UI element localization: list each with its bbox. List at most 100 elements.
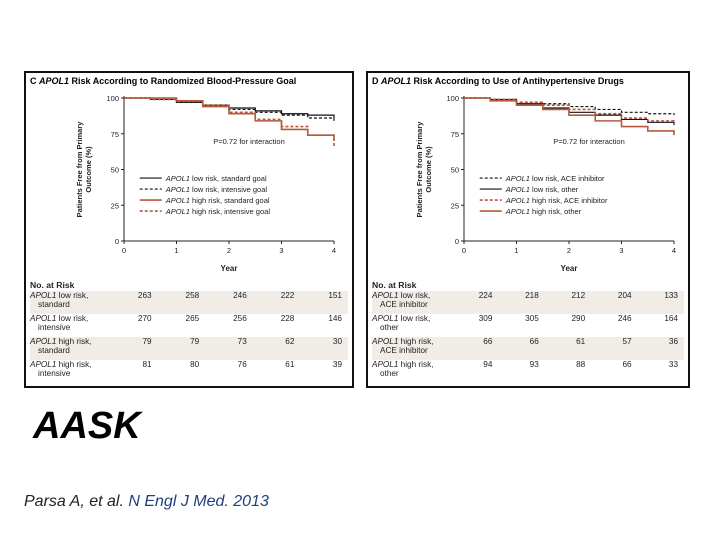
- at-risk-gene: APOL1: [30, 337, 57, 346]
- legend-gene: APOL1: [165, 174, 190, 183]
- panel-c-at-risk-table: No. at Risk APOL1 low risk, standard 263 25…: [30, 280, 348, 383]
- at-risk-row-label: APOL1 high risk, intensive: [30, 360, 110, 383]
- legend-gene: APOL1: [165, 185, 190, 194]
- x-tick-label: 4: [672, 246, 676, 255]
- at-risk-gene: APOL1: [372, 337, 399, 346]
- at-risk-count: 76: [237, 360, 247, 369]
- at-risk-heading: No. at Risk: [30, 280, 75, 290]
- at-risk-count: 66: [622, 360, 632, 369]
- x-tick-label: 1: [174, 246, 178, 255]
- x-tick-label: 3: [279, 246, 283, 255]
- at-risk-count: 270: [137, 314, 152, 323]
- y-axis-label: Patients Free from PrimaryOutcome (%): [415, 121, 433, 218]
- at-risk-gene: APOL1: [372, 360, 399, 369]
- at-risk-heading: No. at Risk: [372, 280, 417, 290]
- at-risk-gene: APOL1: [30, 360, 57, 369]
- y-tick-label: 50: [451, 166, 459, 175]
- y-tick-label: 75: [111, 130, 119, 139]
- citation-journal: N Engl J Med. 2013: [128, 493, 269, 510]
- at-risk-count: 61: [544, 337, 592, 360]
- y-tick-label: 25: [111, 201, 119, 210]
- at-risk-count: 79: [157, 337, 206, 360]
- panel-letter: C: [30, 76, 39, 86]
- at-risk-row-label: APOL1 high risk, other: [372, 360, 452, 383]
- at-risk-group: high risk,: [398, 337, 434, 346]
- title-gene: APOL1: [380, 76, 411, 86]
- at-risk-subgroup: intensive: [38, 369, 71, 378]
- panel-d-at-risk-table: No. at Risk APOL1 low risk, ACE inhibitor…: [372, 280, 684, 383]
- x-tick-label: 0: [462, 246, 466, 255]
- legend-text: high risk, intensive goal: [190, 207, 270, 216]
- at-risk-count: 88: [576, 360, 586, 369]
- at-risk-count: 151: [300, 291, 348, 314]
- at-risk-gene: APOL1: [372, 291, 399, 300]
- at-risk-count: 164: [664, 314, 678, 323]
- at-risk-count: 265: [185, 314, 200, 323]
- legend-label: APOL1 low risk, ACE inhibitor: [505, 174, 605, 183]
- legend-text: high risk, other: [530, 207, 582, 216]
- y-tick-label: 25: [451, 201, 459, 210]
- at-risk-subgroup: ACE inhibitor: [380, 300, 428, 309]
- legend-label: APOL1 high risk, ACE inhibitor: [505, 196, 608, 205]
- panel-d-plot: D APOL1 Risk According to Use of Antihyp…: [372, 76, 676, 273]
- at-risk-count: 66: [452, 337, 499, 360]
- y-axis-label-line2: Outcome (%): [424, 146, 433, 193]
- at-risk-count: 57: [591, 337, 638, 360]
- y-axis-label-line1: Patients Free from Primary: [415, 121, 424, 218]
- at-risk-subgroup: other: [380, 323, 399, 332]
- citation-authors: Parsa A, et al.: [24, 493, 129, 510]
- at-risk-row-label: APOL1 low risk, other: [372, 314, 452, 337]
- series-line-3: [124, 97, 335, 141]
- at-risk-count: 212: [544, 291, 592, 314]
- y-axis-label-line2: Outcome (%): [84, 146, 93, 193]
- at-risk-count: 73: [205, 337, 253, 360]
- at-risk-group: high risk,: [56, 360, 92, 369]
- at-risk-rows: APOL1 low risk, ACE inhibitor 224 218 212 204…: [372, 291, 684, 383]
- at-risk-count: 218: [498, 291, 545, 314]
- at-risk-row-label: APOL1 high risk, standard: [30, 337, 110, 360]
- at-risk-group: low risk,: [398, 314, 431, 323]
- y-tick-label: 100: [446, 94, 459, 103]
- at-risk-count: 246: [205, 291, 253, 314]
- at-risk-subgroup: standard: [38, 300, 70, 309]
- at-risk-count: 290: [571, 314, 586, 323]
- at-risk-subgroup: other: [380, 369, 399, 378]
- at-risk-subgroup: intensive: [38, 323, 71, 332]
- at-risk-count: 228: [280, 314, 295, 323]
- at-risk-row: APOL1 low risk, intensive 270 265 256 228 146: [30, 314, 348, 337]
- chart-title: D APOL1 Risk According to Use of Antihyp…: [372, 76, 624, 86]
- citation: Parsa A, et al. N Engl J Med. 2013: [24, 493, 269, 511]
- at-risk-gene: APOL1: [30, 314, 57, 323]
- at-risk-subgroup: standard: [38, 346, 70, 355]
- legend-gene: APOL1: [505, 185, 530, 194]
- at-risk-count: 309: [478, 314, 493, 323]
- x-tick-label: 2: [227, 246, 231, 255]
- legend-label: APOL1 low risk, intensive goal: [165, 185, 268, 194]
- legend-text: low risk, intensive goal: [190, 185, 267, 194]
- at-risk-count: 79: [110, 337, 158, 360]
- x-tick-label: 2: [567, 246, 571, 255]
- at-risk-count: 258: [157, 291, 206, 314]
- at-risk-row: APOL1 high risk, ACE inhibitor 66 66 61 57 36: [372, 337, 684, 360]
- legend-label: APOL1 high risk, standard goal: [165, 196, 270, 205]
- legend-gene: APOL1: [165, 207, 190, 216]
- y-tick-label: 0: [115, 237, 119, 246]
- at-risk-gene: APOL1: [372, 314, 399, 323]
- at-risk-count: 246: [617, 314, 632, 323]
- at-risk-row-label: APOL1 high risk, ACE inhibitor: [372, 337, 452, 360]
- title-text: Risk According to Randomized Blood-Press…: [69, 76, 296, 86]
- y-tick-label: 100: [106, 94, 119, 103]
- at-risk-rows: APOL1 low risk, standard 263 258 246 222 151 AP…: [30, 291, 348, 383]
- at-risk-count: 33: [668, 360, 678, 369]
- series-line-4: [124, 97, 335, 147]
- x-tick-label: 4: [332, 246, 336, 255]
- at-risk-row: APOL1 high risk, other 94 93 88 66 33: [372, 360, 684, 383]
- panel-d-chart: D APOL1 Risk According to Use of Antihyp…: [366, 71, 690, 388]
- at-risk-row: APOL1 low risk, other 309 305 290 246 164: [372, 314, 684, 337]
- x-tick-label: 0: [122, 246, 126, 255]
- legend-gene: APOL1: [505, 174, 530, 183]
- at-risk-count: 39: [332, 360, 342, 369]
- at-risk-group: low risk,: [398, 291, 431, 300]
- legend-text: low risk, ACE inhibitor: [530, 174, 605, 183]
- legend-label: APOL1 high risk, intensive goal: [165, 207, 271, 216]
